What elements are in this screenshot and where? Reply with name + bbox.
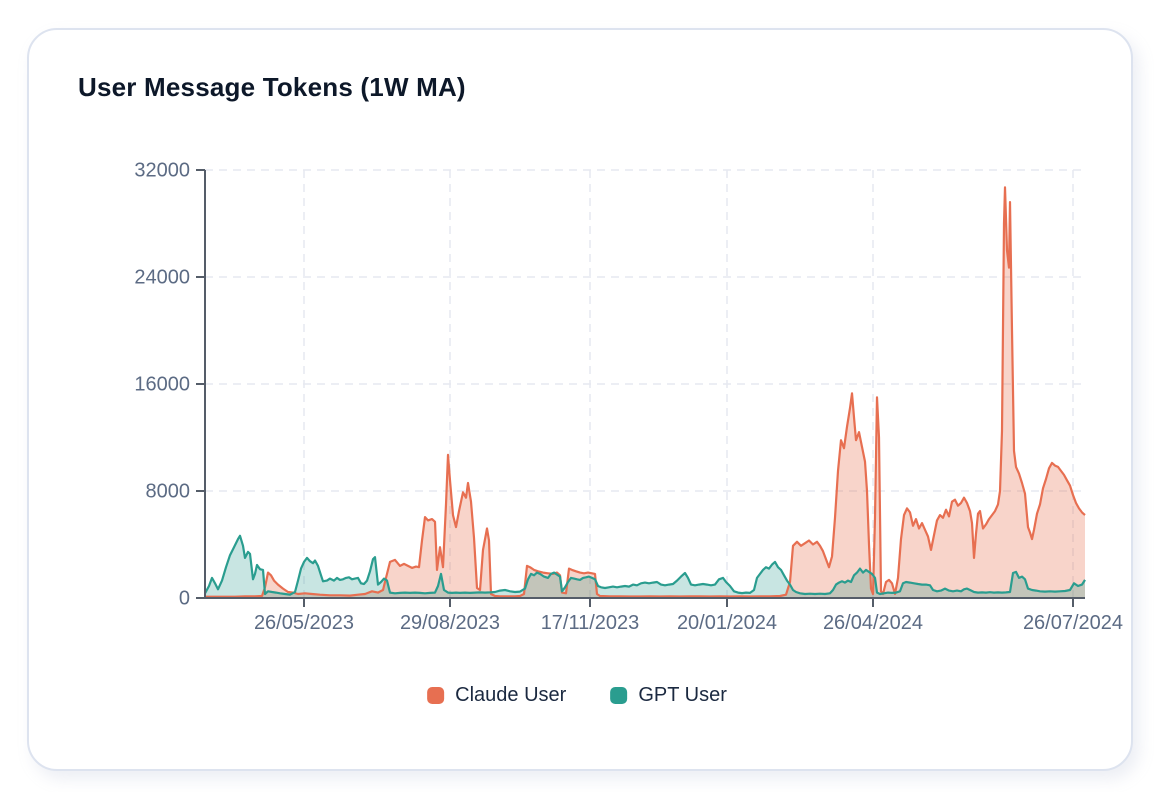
y-tick-label: 8000 — [146, 480, 191, 502]
gpt-user-swatch-icon — [610, 687, 628, 704]
series-area-0 — [205, 187, 1085, 598]
y-tick-label: 0 — [179, 587, 190, 609]
y-tick-label: 16000 — [134, 373, 190, 395]
x-tick-label: 26/04/2024 — [823, 612, 923, 634]
y-tick-label: 32000 — [134, 159, 190, 181]
x-tick-label: 20/01/2024 — [677, 612, 777, 634]
series-area-1 — [205, 535, 1085, 598]
y-tick-label: 24000 — [134, 266, 190, 288]
legend-label-gpt-user: GPT User — [638, 684, 727, 706]
chart-title: User Message Tokens (1W MA) — [78, 72, 466, 102]
x-tick-label: 17/11/2023 — [541, 612, 640, 634]
series-line-0 — [205, 186, 1086, 598]
legend-item-claude-user[interactable]: Claude User — [427, 684, 566, 707]
claude-user-swatch-icon — [427, 687, 445, 704]
chart-legend: Claude User GPT User — [427, 684, 727, 707]
chart-card — [27, 28, 1133, 771]
x-tick-label: 29/08/2023 — [400, 612, 500, 634]
series-line-1 — [204, 534, 1086, 596]
legend-label-claude-user: Claude User — [455, 684, 567, 706]
x-tick-label: 26/05/2023 — [254, 612, 354, 634]
legend-item-gpt-user[interactable]: GPT User — [610, 684, 727, 707]
x-tick-label: 26/07/2024 — [1023, 612, 1123, 634]
